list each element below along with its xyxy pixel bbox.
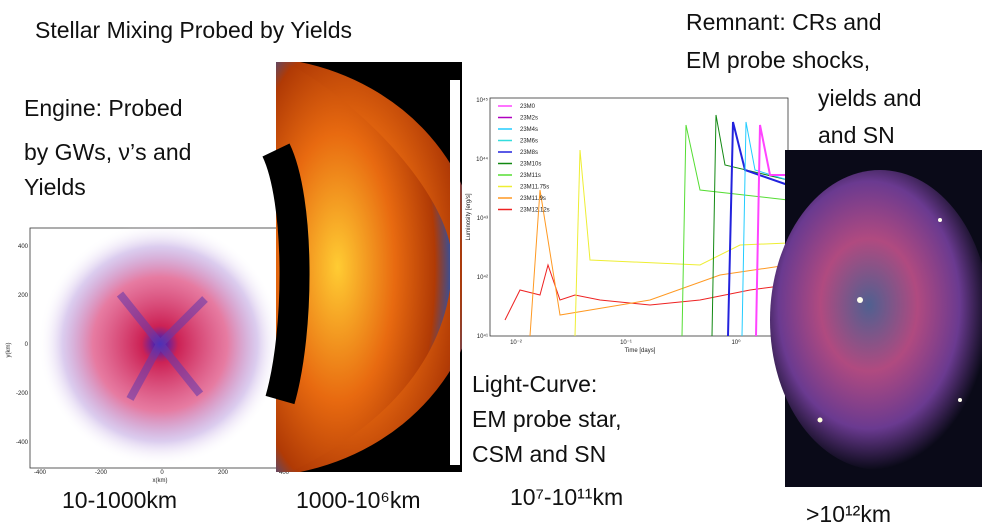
x-tick-label: 200 bbox=[218, 470, 229, 476]
x-tick-label: -200 bbox=[95, 470, 108, 476]
legend-label: 23M11s bbox=[520, 173, 541, 179]
remnant-text: yields and bbox=[818, 85, 922, 111]
x-tick-label: -400 bbox=[34, 470, 47, 476]
y-tick-label: 10⁴³ bbox=[477, 215, 488, 222]
x-tick-label: 10⁻² bbox=[510, 340, 522, 346]
engine-text: Engine: Probed bbox=[24, 95, 183, 121]
light-curve-text: CSM and SN bbox=[472, 441, 606, 467]
x-tick-label: 0 bbox=[160, 470, 164, 476]
legend-label: 23M6s bbox=[520, 139, 538, 145]
x-axis-label: x(km) bbox=[153, 478, 168, 484]
engine-text: by GWs, ν’s and bbox=[24, 139, 191, 165]
sphere-image bbox=[262, 62, 481, 472]
legend-label: 23M10s bbox=[520, 162, 541, 168]
y-tick-label: 200 bbox=[18, 293, 29, 299]
legend-label: 23M2s bbox=[520, 116, 538, 122]
engine-text: Yields bbox=[24, 174, 86, 200]
scale-label: 1000-10⁶km bbox=[296, 487, 421, 513]
remnant-text: Remnant: CRs and bbox=[686, 9, 882, 35]
scale-label: >10¹²km bbox=[806, 501, 891, 525]
title: Stellar Mixing Probed by Yields bbox=[35, 17, 352, 43]
y-tick-label: -400 bbox=[16, 440, 29, 446]
remnant-text: and SN bbox=[818, 122, 895, 148]
x-axis-label: Time [days] bbox=[625, 348, 656, 354]
remnant-image bbox=[770, 150, 982, 487]
y-tick-label: 10⁴⁴ bbox=[476, 156, 488, 163]
remnant-text: EM probe shocks, bbox=[686, 47, 870, 73]
legend-label: 23M11.75s bbox=[520, 185, 549, 191]
y-tick-label: 400 bbox=[18, 244, 29, 250]
y-tick-label: 10⁴² bbox=[477, 274, 488, 281]
y-tick-label: 10⁴¹ bbox=[477, 333, 488, 340]
legend-label: 23M4s bbox=[520, 127, 538, 133]
legend-label: 23M0 bbox=[520, 104, 536, 110]
x-tick-label: 400 bbox=[279, 470, 290, 476]
y-axis-label: y(km) bbox=[6, 343, 12, 358]
legend-label: 23M11.9s bbox=[520, 196, 546, 202]
legend-label: 23M8s bbox=[520, 150, 538, 156]
scale-label: 10-1000km bbox=[62, 487, 177, 513]
light-curve-text: Light-Curve: bbox=[472, 371, 597, 397]
y-tick-label: -200 bbox=[16, 391, 29, 397]
x-tick-label: 10⁻¹ bbox=[620, 340, 632, 346]
y-axis-label: Luminosity [erg/s] bbox=[466, 193, 472, 240]
y-tick-label: 10⁴⁵ bbox=[476, 97, 488, 104]
scale-label: 10⁷-10¹¹km bbox=[510, 484, 623, 510]
light-curve-plot: Time [days] Luminosity [erg/s] 10⁻² 10⁻¹ 1… bbox=[462, 75, 789, 355]
y-tick-label: 0 bbox=[25, 342, 29, 348]
light-curve-text: EM probe star, bbox=[472, 406, 622, 432]
legend-label: 23M12.12s bbox=[520, 208, 550, 214]
x-tick-label: 10⁰ bbox=[731, 339, 741, 346]
engine-plot: x(km) y(km) -400 -200 0 200 400 400 200 0 -200 -4… bbox=[6, 222, 290, 484]
